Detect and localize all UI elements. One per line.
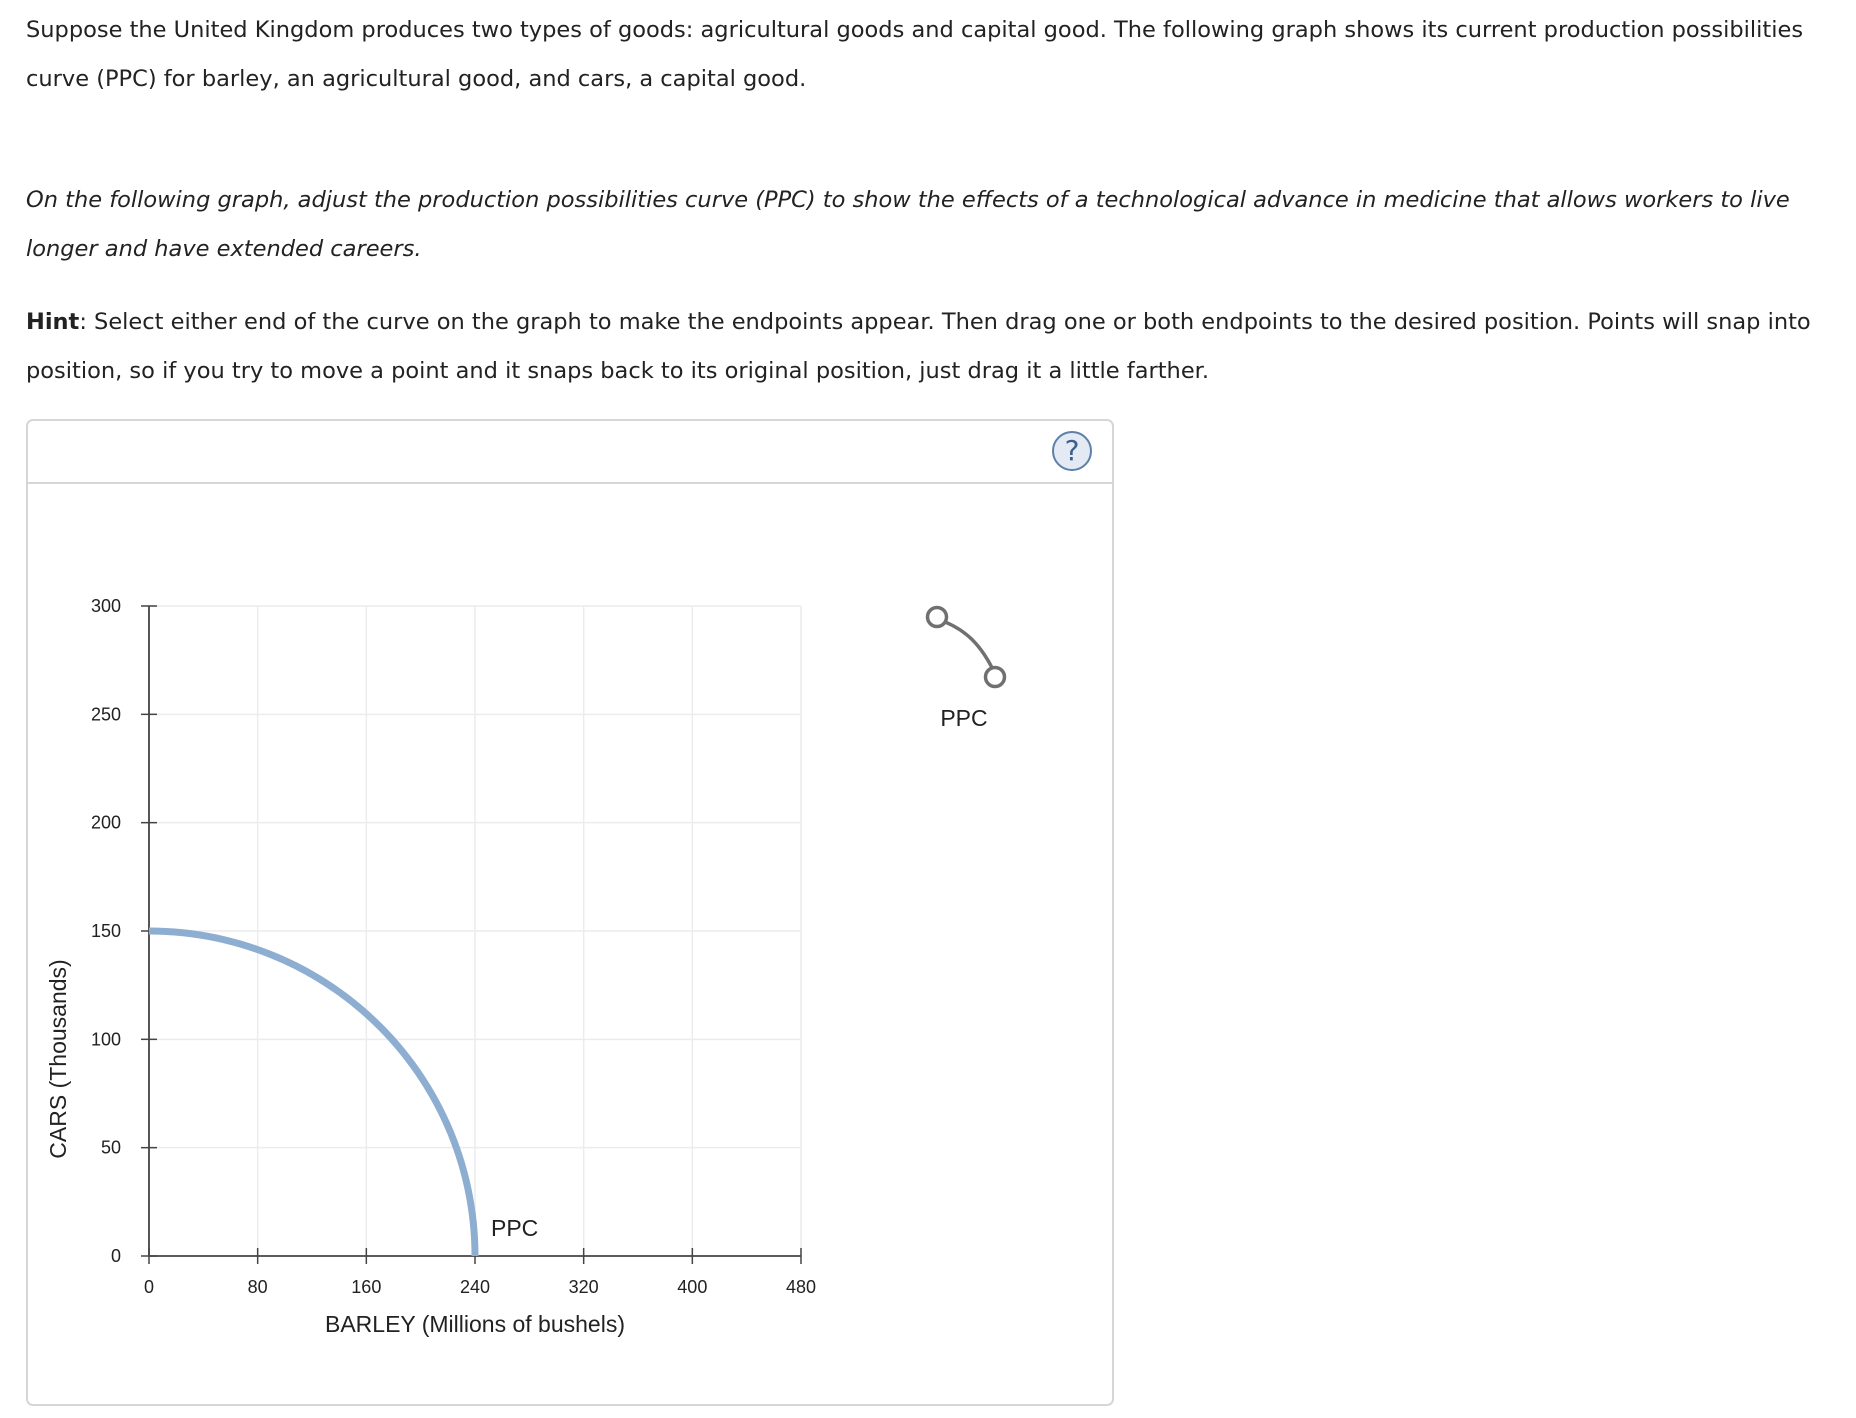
palette-end-point[interactable]	[983, 665, 1007, 689]
x-tick-label: 480	[786, 1277, 816, 1297]
hint-body: : Select either end of the curve on the …	[26, 309, 1811, 384]
x-tick-label: 0	[144, 1277, 154, 1297]
y-tick-label: 150	[91, 921, 121, 941]
palette-curve-icon[interactable]	[936, 617, 998, 677]
palette-label: PPC	[940, 705, 987, 731]
ppc-curve[interactable]	[148, 927, 479, 1257]
x-tick-label: 320	[569, 1277, 599, 1297]
hint-text: Hint: Select either end of the curve on …	[26, 298, 1846, 396]
y-tick-label: 300	[91, 596, 121, 616]
intro-text: Suppose the United Kingdom produces two …	[26, 17, 1804, 92]
y-axis-title: CARS (Thousands)	[45, 959, 71, 1158]
grid-layer	[149, 605, 802, 1256]
axis-layer: 0 80 160 240 320 400 480 0 50 100 150 200 250 300 BARL…	[45, 596, 816, 1337]
y-tick-label: 200	[91, 813, 121, 833]
y-tick-label: 250	[91, 704, 121, 724]
x-tick-label: 80	[248, 1277, 268, 1297]
panel-divider	[28, 482, 1112, 484]
y-tick-label: 100	[91, 1029, 121, 1049]
y-tick-label: 50	[101, 1138, 121, 1158]
x-axis-title: BARLEY (Millions of bushels)	[325, 1311, 625, 1337]
ppc-curve-label: PPC	[491, 1215, 538, 1241]
x-tick-label: 240	[460, 1277, 490, 1297]
palette-start-point[interactable]	[925, 605, 949, 629]
graph-panel: ?	[26, 419, 1114, 1406]
y-tick-label: 0	[111, 1246, 121, 1266]
x-tick-label: 400	[677, 1277, 707, 1297]
ppc-palette-tool[interactable]: PPC	[925, 605, 1007, 732]
task-instructions: On the following graph, adjust the produ…	[26, 187, 1790, 262]
help-button[interactable]: ?	[1052, 431, 1092, 471]
hint-label: Hint	[26, 309, 80, 335]
curve-layer[interactable]: PPC	[148, 927, 538, 1257]
x-tick-label: 160	[351, 1277, 381, 1297]
